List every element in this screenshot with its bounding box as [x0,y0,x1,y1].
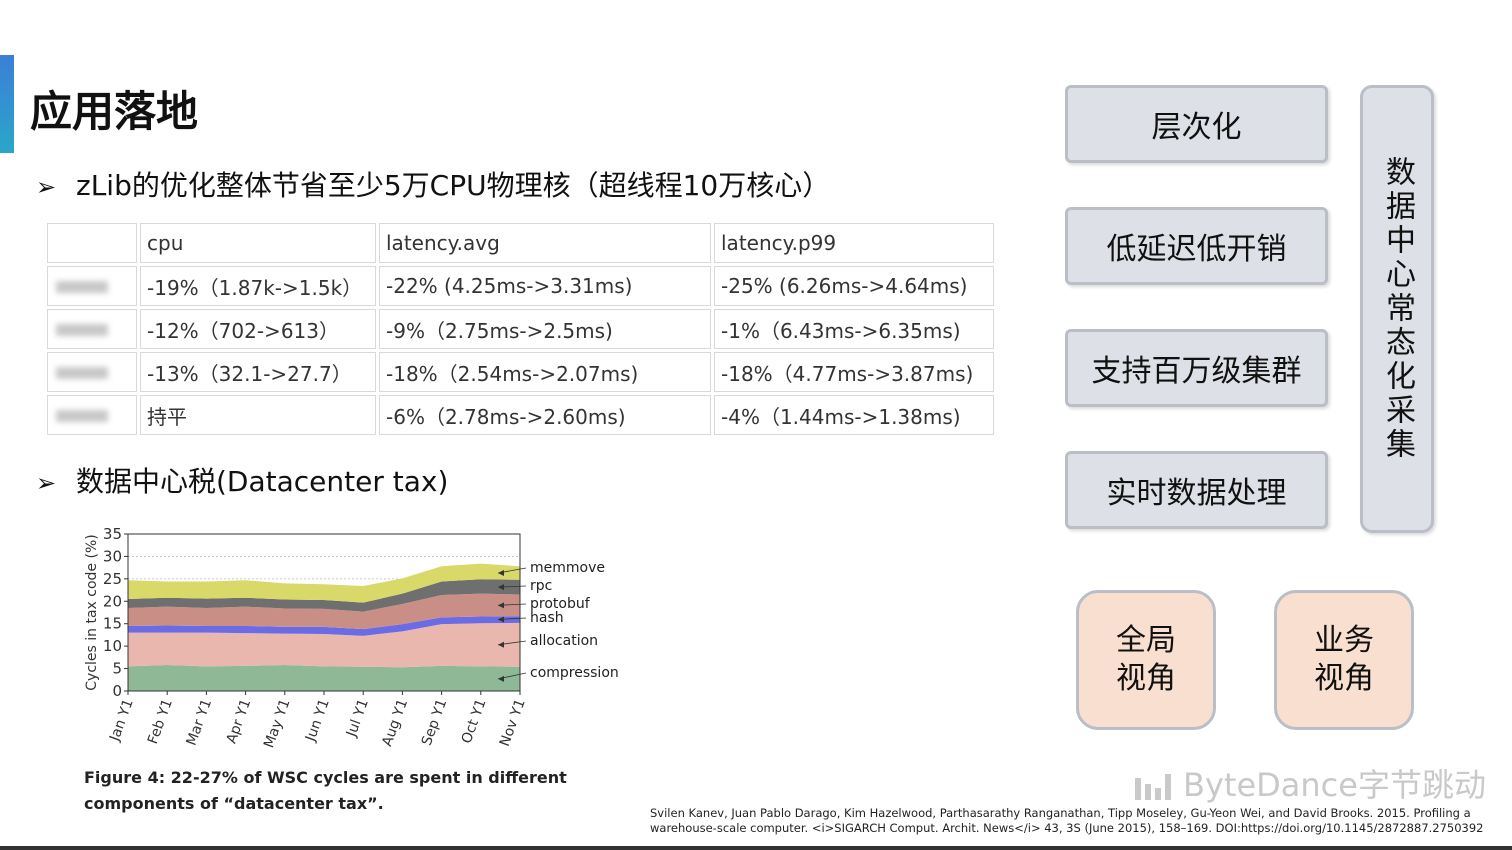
redacted-label [47,395,137,435]
legend-label-compression: compression [530,665,619,681]
x-tick-label: Nov Y1 [497,697,529,749]
x-tick-label: Mar Y1 [184,697,216,748]
table-header-cell [47,223,137,263]
redacted-label [47,266,137,306]
area-allocation [128,622,520,668]
title-accent-bar [0,55,14,153]
global-view-line1: 全局 [1116,623,1176,658]
table-row: -19%（1.87k->1.5k） -22% (4.25ms->3.31ms) … [47,266,994,306]
x-tick-label: Sep Y1 [419,697,451,748]
redacted-label [47,309,137,349]
area-memmove [128,563,520,603]
area-rpc [128,579,520,612]
x-tick-label: Aug Y1 [379,697,411,749]
table-row: 持平 -6%（2.78ms->2.60ms) -4%（1.44ms->1.38m… [47,395,994,435]
table-header-cell: latency.p99 [714,223,994,263]
box-realtime-processing: 实时数据处理 [1065,451,1328,529]
table-cell: -13%（32.1->27.7） [140,352,376,392]
table-cell: -12%（702->613） [140,309,376,349]
table-header-cell: latency.avg [379,223,711,263]
area-protobuf [128,593,520,630]
global-view-line2: 视角 [1116,661,1176,696]
redacted-blur [56,281,108,293]
redacted-label [47,352,137,392]
legend-label-hash: hash [530,610,564,626]
table-cell: 持平 [140,395,376,435]
table-cell: -19%（1.87k->1.5k） [140,266,376,306]
bullet-zlib-text: zLib的优化整体节省至少5万CPU物理核（超线程10万核心） [76,169,831,202]
table-cell: -6%（2.78ms->2.60ms) [379,395,711,435]
legend-arrow-icon [498,616,504,623]
bullet-arrow-icon: ➢ [36,469,57,497]
results-table: cpu latency.avg latency.p99 -19%（1.87k->… [44,220,997,438]
table-header-row: cpu latency.avg latency.p99 [47,223,994,263]
y-tick-label: 30 [103,547,122,565]
table-cell: -4%（1.44ms->1.38ms) [714,395,994,435]
table-cell: -1%（6.43ms->6.35ms) [714,309,994,349]
box-datacenter-collection: 数据中心常态化采集 [1360,85,1434,533]
table-row: -13%（32.1->27.7） -18%（2.54ms->2.07ms) -1… [47,352,994,392]
bytedance-watermark: ByteDance字节跳动 [1135,760,1486,806]
brand-name: ByteDance字节跳动 [1183,766,1486,804]
bullet-zlib: ➢ zLib的优化整体节省至少5万CPU物理核（超线程10万核心） [36,164,830,204]
global-view-text: 全局 视角 [1116,622,1176,698]
table-cell: -18%（2.54ms->2.07ms) [379,352,711,392]
legend-arrow-icon [498,675,504,682]
x-tick-label: Feb Y1 [145,697,176,746]
box-global-view: 全局 视角 [1076,590,1216,730]
legend-arrow-icon [498,570,504,577]
area-compression [128,664,520,691]
citation-text: Svilen Kanev, Juan Pablo Darago, Kim Haz… [650,806,1484,835]
x-tick-label: Jan Y1 [107,697,137,744]
redacted-blur [56,324,108,336]
y-axis-label: Cycles in tax code (%) [84,534,100,690]
legend-arrow-icon [498,641,504,648]
area-hash [128,616,520,636]
bullet-datacenter-tax-text: 数据中心税(Datacenter tax) [76,465,449,498]
bottom-divider [0,846,1512,850]
y-tick-label: 20 [103,592,122,610]
y-tick-label: 25 [103,570,122,588]
table-cell: -9%（2.75ms->2.5ms) [379,309,711,349]
box-million-cluster: 支持百万级集群 [1065,329,1328,407]
legend-label-protobuf: protobuf [530,596,591,612]
redacted-blur [56,367,108,379]
legend-arrow-icon [498,584,504,591]
x-tick-label: Jun Y1 [302,697,332,745]
bullet-arrow-icon: ➢ [36,173,57,201]
datacenter-tax-chart: 0 5 10 15 20 25 30 35 Cycles in tax code (%) Jan … [76,520,636,760]
x-tick-label: May Y1 [261,697,293,750]
legend-label-allocation: allocation [530,633,598,649]
bullet-datacenter-tax: ➢ 数据中心税(Datacenter tax) [36,460,448,500]
legend-label-memmove: memmove [530,560,605,576]
x-tick-label: Jul Y1 [343,697,372,740]
table-header-cell: cpu [140,223,376,263]
y-tick-label: 10 [103,637,122,655]
y-tick-label: 0 [112,682,122,700]
table-cell: -18%（4.77ms->3.87ms) [714,352,994,392]
legend-label-rpc: rpc [530,578,552,594]
box-low-latency: 低延迟低开销 [1065,207,1328,285]
x-tick-label: Apr Y1 [224,697,255,746]
redacted-blur [56,410,108,422]
slide-title: 应用落地 [30,87,199,136]
table-cell: -22% (4.25ms->3.31ms) [379,266,711,306]
table-row: -12%（702->613） -9%（2.75ms->2.5ms) -1%（6.… [47,309,994,349]
box-business-view: 业务 视角 [1274,590,1414,730]
y-tick-label: 5 [112,660,122,678]
figure-caption: Figure 4: 22-27% of WSC cycles are spent… [84,768,567,813]
x-tick-label: Oct Y1 [459,697,490,746]
y-tick-label: 35 [103,525,122,543]
bytedance-logo-icon [1135,774,1171,800]
y-tick-label: 15 [103,615,122,633]
legend-arrow-icon [498,602,504,609]
business-view-line2: 视角 [1314,661,1374,696]
box-hierarchical: 层次化 [1065,85,1328,163]
business-view-line1: 业务 [1314,623,1374,658]
table-cell: -25% (6.26ms->4.64ms) [714,266,994,306]
business-view-text: 业务 视角 [1314,622,1374,698]
